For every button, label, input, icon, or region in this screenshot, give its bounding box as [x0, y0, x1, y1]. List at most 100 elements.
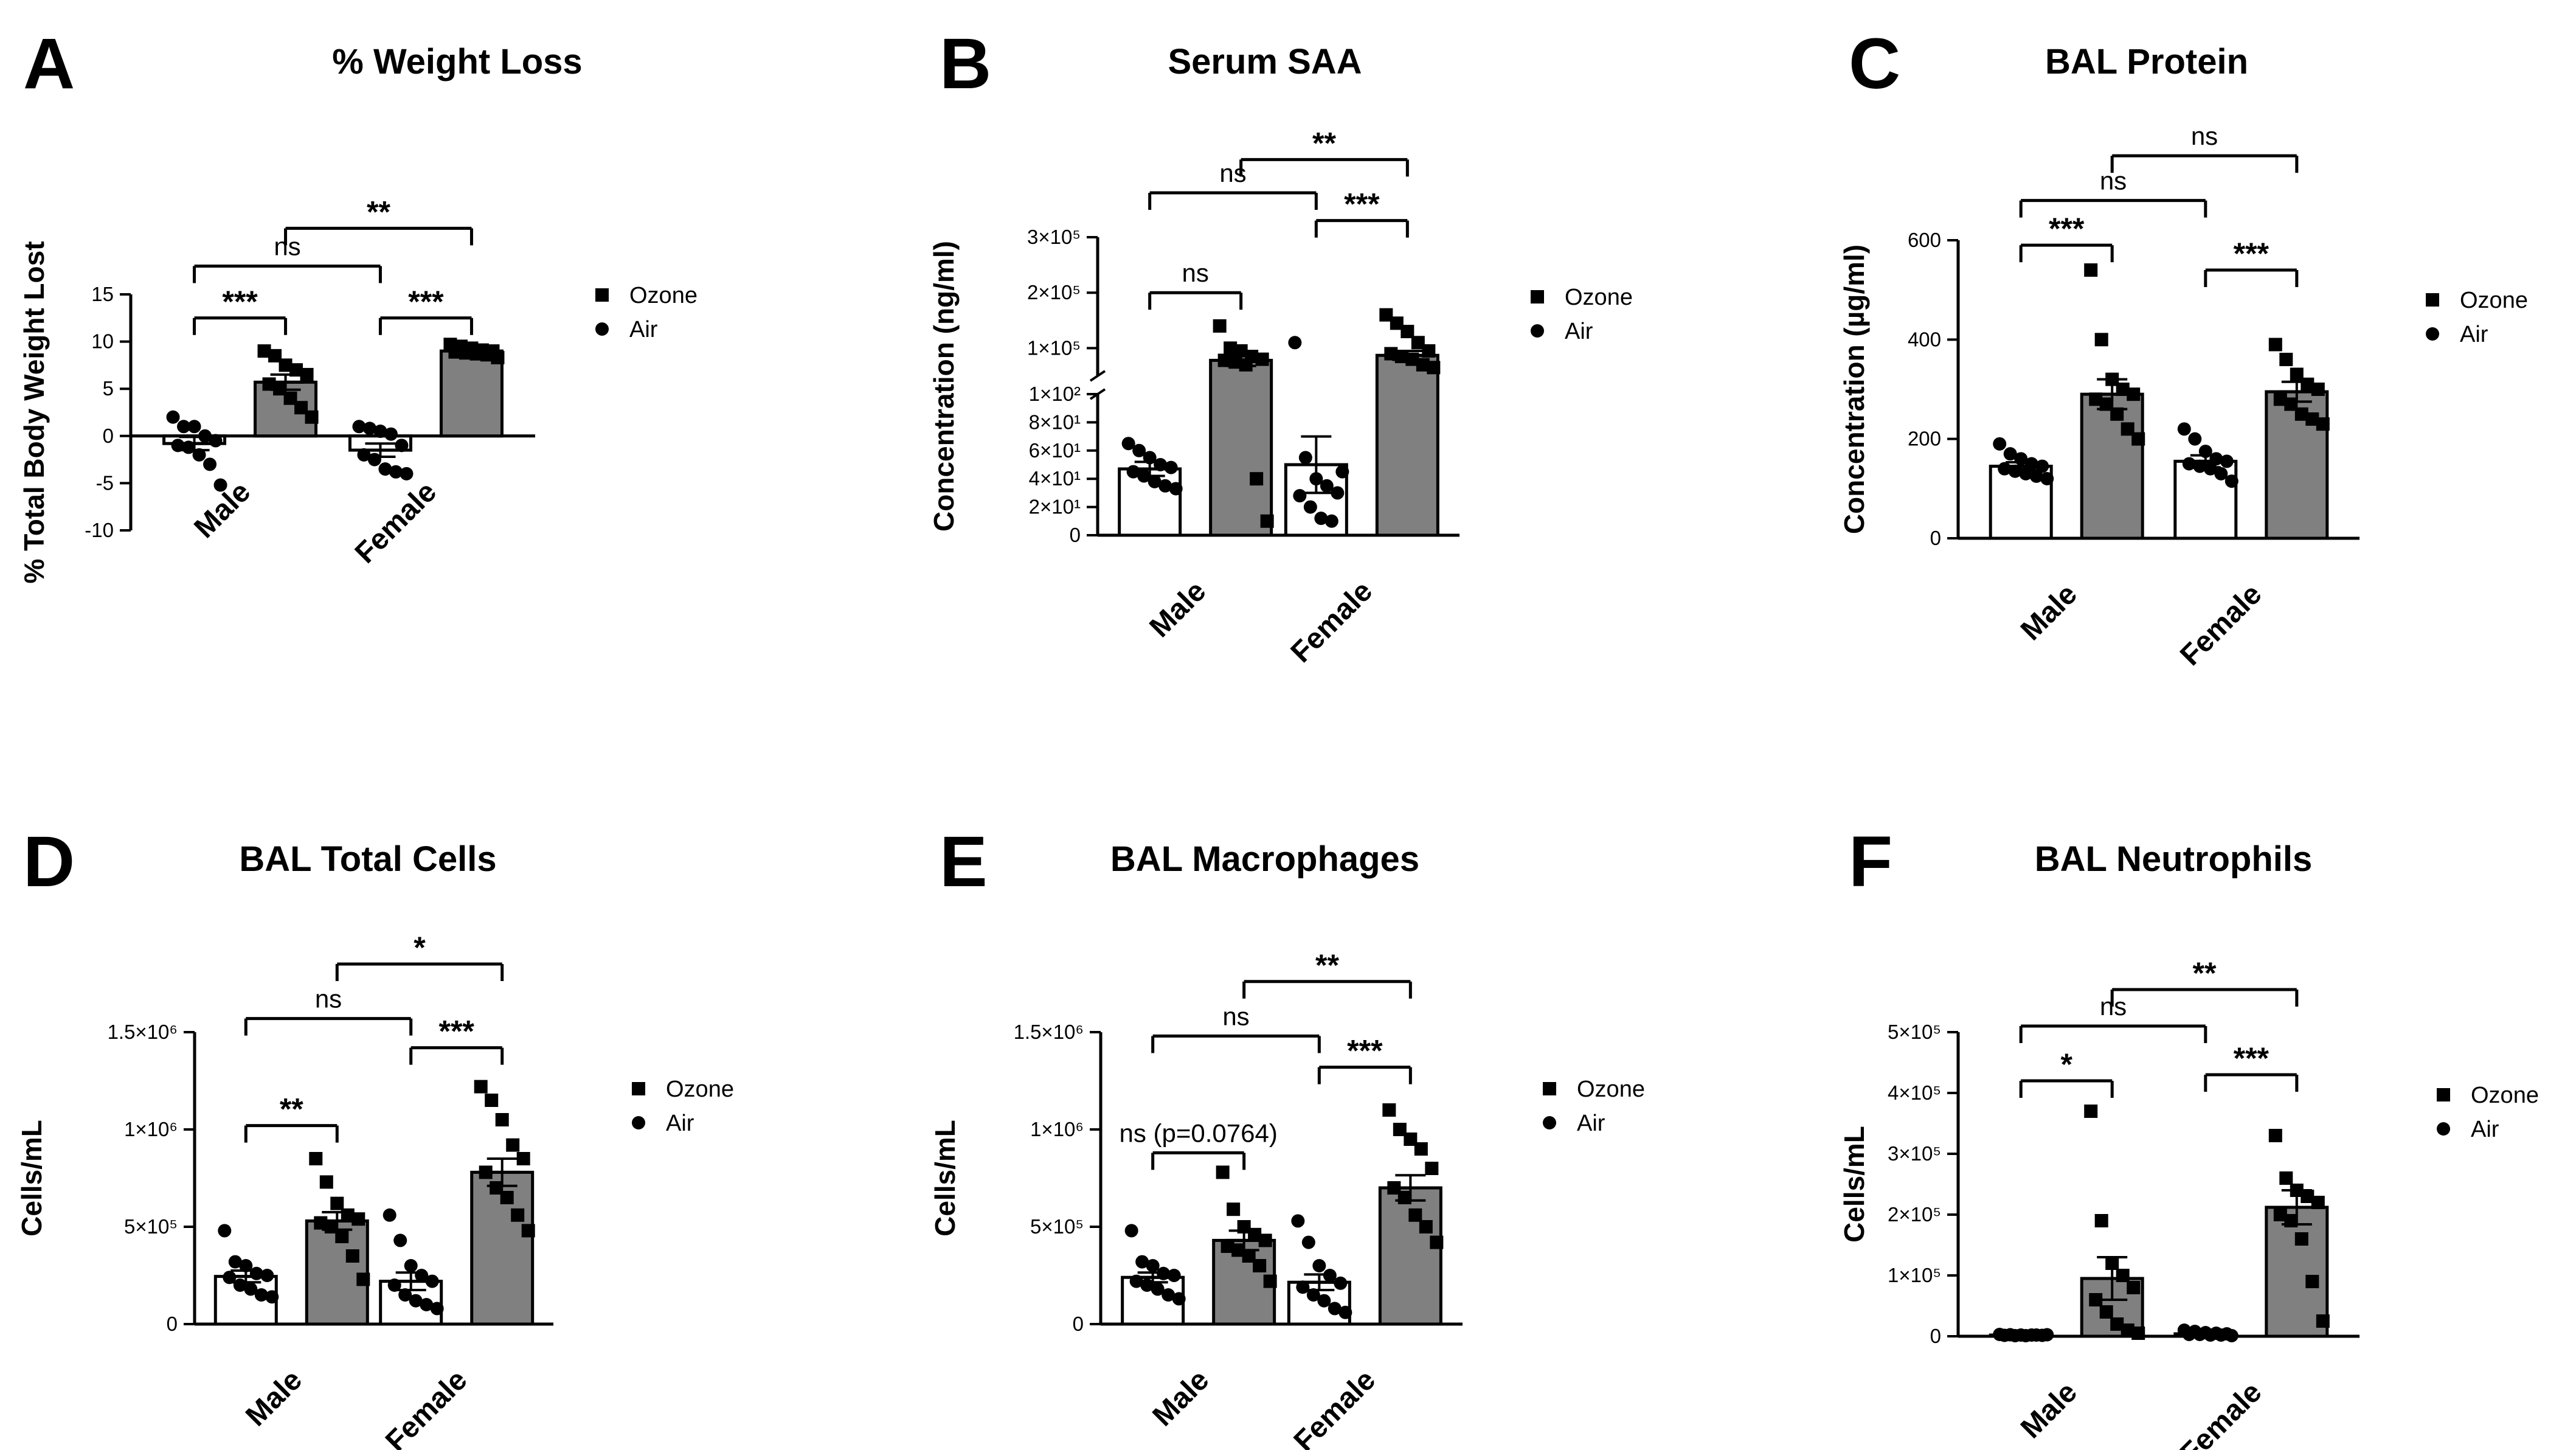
data-point-air	[1312, 1259, 1326, 1272]
data-point-air	[203, 457, 217, 471]
legend-marker-air	[1531, 324, 1544, 338]
category-label: Female	[2174, 578, 2268, 671]
category-label: Female	[349, 476, 443, 569]
data-point-air	[192, 448, 206, 462]
y-axis-label: % Total Body Weight Lost	[18, 241, 50, 583]
data-point-ozone	[500, 1191, 514, 1204]
legend-marker-air	[1543, 1116, 1556, 1129]
data-point-air	[1158, 479, 1172, 493]
legend-marker-ozone	[2437, 1088, 2450, 1101]
data-point-air	[1291, 1214, 1305, 1228]
significance-label: ***	[439, 1015, 475, 1049]
legend-label-air: Air	[1565, 319, 1593, 344]
data-point-ozone	[2268, 1129, 2282, 1142]
legend-marker-ozone	[1531, 290, 1544, 304]
data-point-air	[1335, 465, 1349, 479]
panel-letter: C	[1849, 24, 1900, 104]
data-point-air	[1132, 443, 1146, 457]
y-tick-label: 10	[91, 330, 114, 353]
data-point-ozone	[314, 1216, 328, 1230]
data-point-ozone	[1401, 325, 1414, 339]
data-point-air	[2214, 1328, 2228, 1342]
data-point-air	[2214, 467, 2228, 480]
data-point-ozone	[1430, 1235, 1444, 1249]
y-axis-label: Cells/mL	[929, 1120, 961, 1237]
significance-label: ***	[1344, 187, 1380, 221]
data-point-air	[254, 1288, 268, 1302]
data-point-ozone	[1255, 352, 1269, 366]
data-point-ozone	[1425, 1162, 1439, 1175]
y-axis-label: Cells/mL	[16, 1120, 47, 1237]
data-point-ozone	[2084, 263, 2098, 277]
y-tick-label: 1×10⁶	[1030, 1118, 1084, 1140]
data-point-ozone	[491, 350, 505, 364]
y-axis-label: Concentration (ng/ml)	[928, 241, 960, 532]
data-point-air	[420, 1298, 434, 1311]
legend-label-ozone: Ozone	[1565, 285, 1633, 310]
data-point-air	[213, 478, 227, 492]
legend-marker-air	[595, 322, 609, 336]
panel-D: D BAL Total Cells 0 5×10⁵ 1×10⁶ 1.5×10⁶ Cells/…	[16, 822, 734, 1450]
data-point-ozone	[2316, 1314, 2330, 1328]
significance-label: *	[414, 931, 426, 965]
data-point-ozone	[490, 1181, 504, 1195]
data-point-air	[1157, 1266, 1171, 1280]
data-point-ozone	[459, 346, 473, 360]
data-point-ozone	[495, 1113, 509, 1126]
data-point-ozone	[305, 410, 319, 424]
data-point-air	[2040, 472, 2054, 485]
data-point-air	[357, 448, 371, 462]
data-point-air	[415, 1269, 429, 1282]
data-point-air	[1331, 486, 1345, 500]
data-point-ozone	[294, 401, 308, 415]
data-point-ozone	[2131, 432, 2145, 446]
data-point-ozone	[2305, 1275, 2319, 1288]
data-point-air	[265, 1290, 279, 1304]
data-point-ozone	[2279, 1171, 2293, 1185]
data-point-air	[1298, 451, 1312, 465]
data-point-air	[2040, 1328, 2054, 1342]
data-point-ozone	[1419, 1220, 1433, 1233]
y-tick-label: 0	[1073, 1313, 1084, 1335]
data-point-air	[1293, 489, 1307, 503]
panel-letter: F	[1849, 822, 1892, 902]
y-tick-label: 400	[1908, 328, 1941, 350]
data-point-ozone	[1384, 347, 1398, 361]
data-point-ozone	[1404, 1133, 1418, 1146]
data-point-ozone	[1416, 358, 1430, 372]
data-point-ozone	[2311, 1196, 2325, 1209]
data-point-ozone	[2089, 1293, 2103, 1306]
data-point-air	[2182, 1328, 2196, 1341]
data-point-ozone	[1427, 361, 1441, 375]
data-point-air	[1140, 1278, 1154, 1292]
data-point-air	[249, 1266, 263, 1280]
data-point-air	[223, 1271, 237, 1285]
data-point-air	[2209, 452, 2223, 466]
data-point-air	[409, 1294, 423, 1308]
y-tick-label: 0	[1930, 1325, 1941, 1347]
data-point-air	[1162, 1288, 1175, 1302]
data-point-air	[2019, 467, 2033, 480]
data-point-ozone	[2116, 1269, 2130, 1282]
data-point-air	[2220, 454, 2234, 468]
data-point-air	[209, 434, 223, 448]
chart-title: BAL Total Cells	[239, 839, 496, 879]
data-point-ozone	[2131, 1327, 2145, 1340]
y-axis-label: Concentration (µg/ml)	[1838, 245, 1870, 534]
y-tick-label: 1.5×10⁶	[108, 1021, 178, 1043]
y-tick-label: 1×10⁶	[124, 1118, 178, 1140]
data-point-air	[1126, 465, 1140, 479]
data-point-air	[2203, 462, 2217, 476]
data-point-air	[1306, 1288, 1320, 1302]
data-point-ozone	[1414, 1142, 1428, 1156]
data-point-air	[2003, 447, 2017, 461]
significance-label: **	[1312, 126, 1336, 160]
data-point-air	[400, 467, 414, 480]
y-tick-label: -5	[96, 471, 114, 494]
data-point-air	[218, 1224, 232, 1238]
data-point-air	[1135, 1255, 1149, 1269]
data-point-air	[1148, 474, 1162, 488]
data-point-air	[1143, 451, 1157, 465]
data-point-air	[1172, 1292, 1186, 1306]
